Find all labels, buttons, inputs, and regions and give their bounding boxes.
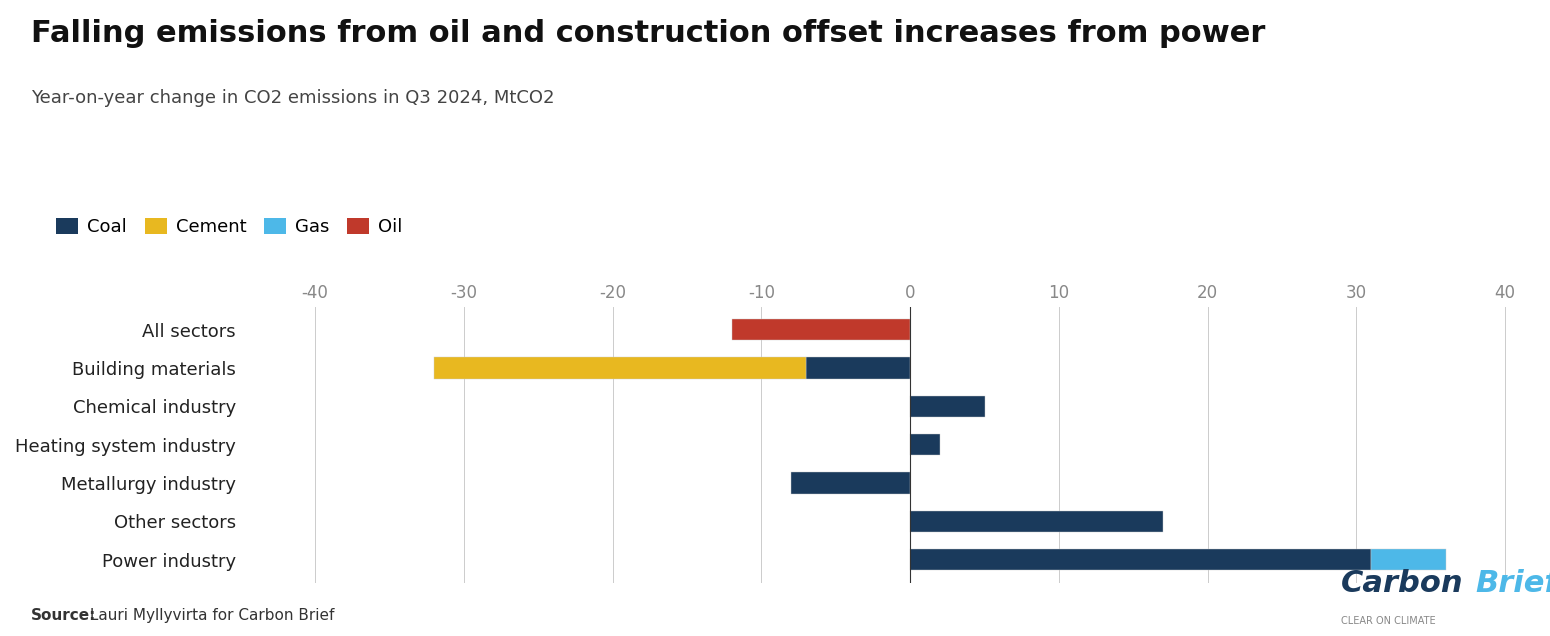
Text: Lauri Myllyvirta for Carbon Brief: Lauri Myllyvirta for Carbon Brief [85, 608, 335, 623]
Bar [434, 357, 806, 378]
Bar [732, 319, 910, 340]
Text: CLEAR ON CLIMATE: CLEAR ON CLIMATE [1341, 616, 1435, 626]
Legend: Coal, Cement, Gas, Oil: Coal, Cement, Gas, Oil [50, 211, 409, 244]
Bar [910, 550, 1372, 570]
Bar [910, 396, 984, 417]
Text: Brief: Brief [1476, 569, 1550, 598]
Bar [790, 473, 910, 494]
Text: Carbon: Carbon [1341, 569, 1463, 598]
Bar [910, 511, 1162, 532]
Bar [806, 357, 910, 378]
Text: Source:: Source: [31, 608, 96, 623]
Bar [1372, 550, 1446, 570]
Text: Year-on-year change in CO2 emissions in Q3 2024, MtCO2: Year-on-year change in CO2 emissions in … [31, 89, 555, 107]
Text: Falling emissions from oil and construction offset increases from power: Falling emissions from oil and construct… [31, 19, 1265, 48]
Bar [910, 434, 939, 455]
